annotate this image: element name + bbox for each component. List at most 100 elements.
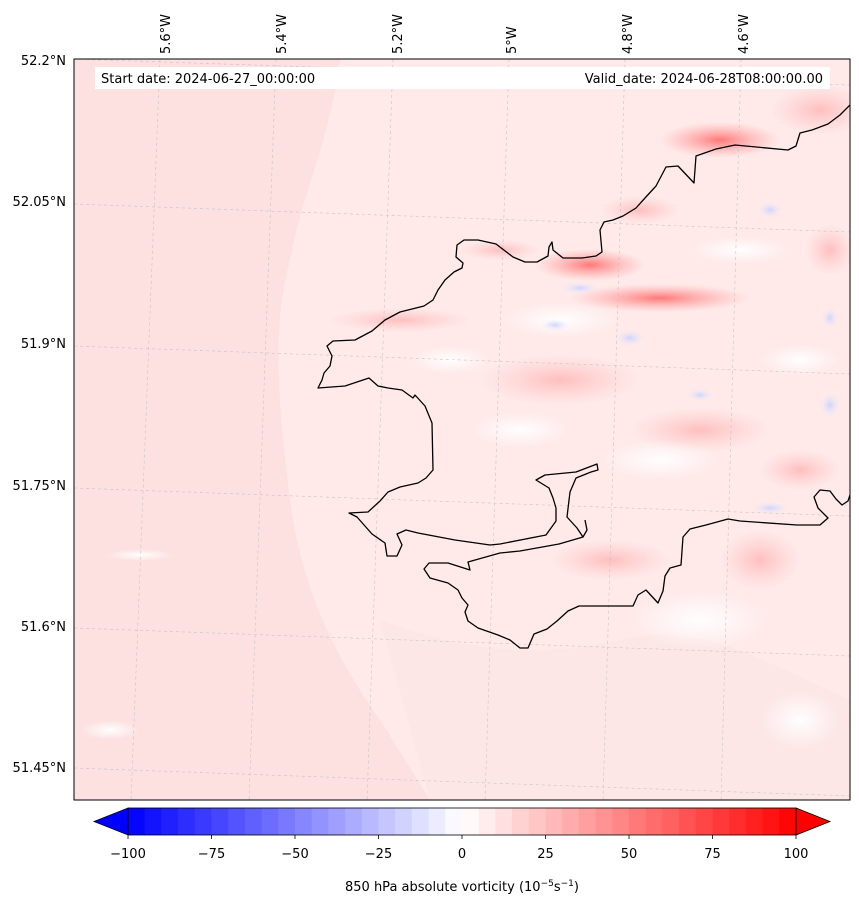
lon-label: 5.6°W bbox=[159, 14, 174, 54]
colorbar-segment bbox=[428, 808, 446, 835]
colorbar-segment bbox=[629, 808, 647, 835]
latitude-labels: 52.2°N 52.05°N 51.9°N 51.75°N 51.6°N 51.… bbox=[13, 54, 66, 776]
colorbar-tick-label: −75 bbox=[198, 847, 225, 862]
map-panel: Start date: 2024-06-27_00:00:00 Valid_da… bbox=[13, 14, 851, 801]
colorbar-segment bbox=[545, 808, 563, 835]
header-box: Start date: 2024-06-27_00:00:00 Valid_da… bbox=[95, 67, 830, 89]
colorbar-segment bbox=[411, 808, 429, 835]
lon-label: 5.2°W bbox=[391, 14, 406, 54]
colorbar-tick-label: −25 bbox=[365, 847, 392, 862]
low-vorticity-area bbox=[470, 412, 570, 448]
low-vorticity-area bbox=[690, 236, 790, 264]
vorticity-field bbox=[74, 59, 850, 800]
colorbar-segment bbox=[712, 808, 730, 835]
negative-vorticity-area bbox=[758, 202, 782, 218]
map-frame bbox=[73, 58, 851, 801]
colorbar-segment bbox=[194, 808, 212, 835]
colorbar-segment bbox=[478, 808, 496, 835]
south-coastline bbox=[423, 489, 850, 649]
low-vorticity-area bbox=[410, 346, 490, 374]
valid-date-label: Valid_date: 2024-06-28T08:00:00.00 bbox=[585, 72, 823, 87]
vorticity-band bbox=[480, 355, 640, 405]
vorticity-band bbox=[330, 308, 470, 332]
vorticity-band bbox=[660, 122, 780, 158]
colorbar-segment bbox=[612, 808, 630, 835]
colorbar-tick-label: 0 bbox=[458, 847, 466, 862]
colorbar-tick-label: −100 bbox=[110, 847, 146, 862]
colorbar-segment bbox=[211, 808, 229, 835]
vorticity-band bbox=[80, 720, 140, 740]
coastline bbox=[317, 104, 850, 649]
negative-vorticity-area bbox=[688, 389, 712, 401]
colorbar-ticks bbox=[127, 835, 797, 839]
colorbar-title-exp1: −5 bbox=[541, 879, 554, 889]
colorbar-segment bbox=[295, 808, 313, 835]
colorbar-segment bbox=[745, 808, 763, 835]
colorbar: −100 −75 −50 −25 0 25 50 75 100 850 hPa … bbox=[92, 807, 832, 895]
colorbar-segment bbox=[278, 808, 296, 835]
colorbar-segment bbox=[679, 808, 697, 835]
negative-vorticity-area bbox=[752, 502, 788, 514]
colorbar-tick-label: −50 bbox=[281, 847, 308, 862]
lon-label: 4.8°W bbox=[621, 14, 636, 54]
vorticity-band bbox=[570, 284, 750, 312]
colorbar-title: 850 hPa absolute vorticity (10−5s−1) bbox=[345, 879, 579, 895]
colorbar-segment bbox=[378, 808, 396, 835]
colorbar-segment bbox=[578, 808, 596, 835]
lon-label: 5.4°W bbox=[275, 14, 290, 54]
colorbar-segment bbox=[512, 808, 530, 835]
colorbar-segment bbox=[228, 808, 246, 835]
negative-vorticity-area bbox=[820, 393, 840, 417]
low-vorticity-area bbox=[630, 590, 770, 650]
lon-label: 5°W bbox=[505, 26, 520, 54]
lon-label: 4.6°W bbox=[737, 14, 752, 54]
colorbar-segment bbox=[178, 808, 196, 835]
colorbar-segment bbox=[311, 808, 329, 835]
colorbar-segment bbox=[328, 808, 346, 835]
colorbar-segment bbox=[261, 808, 279, 835]
vorticity-max-area bbox=[535, 249, 645, 281]
colorbar-title-close: ) bbox=[574, 880, 579, 895]
colorbar-segment bbox=[645, 808, 663, 835]
vorticity-band bbox=[720, 530, 800, 590]
colorbar-tick-label: 100 bbox=[784, 847, 809, 862]
lat-label: 51.6°N bbox=[21, 620, 66, 635]
colorbar-segment bbox=[779, 808, 797, 835]
lat-label: 52.2°N bbox=[21, 54, 66, 69]
west-shaded-area bbox=[74, 59, 430, 800]
colorbar-tick-label: 25 bbox=[537, 847, 554, 862]
colorbar-title-exp2: −1 bbox=[561, 879, 574, 889]
vorticity-band bbox=[760, 450, 840, 490]
north-coastline bbox=[317, 104, 850, 557]
vorticity-band bbox=[105, 549, 175, 561]
lat-label: 51.45°N bbox=[13, 761, 66, 776]
lat-label: 51.9°N bbox=[21, 337, 66, 352]
start-date-label: Start date: 2024-06-27_00:00:00 bbox=[101, 72, 315, 87]
south-shaded-area bbox=[380, 620, 850, 800]
lat-label: 52.05°N bbox=[13, 195, 66, 210]
low-vorticity-area bbox=[760, 344, 840, 376]
colorbar-segment bbox=[462, 808, 480, 835]
colorbar-tick-label: 50 bbox=[621, 847, 638, 862]
longitude-labels: 5.6°W 5.4°W 5.2°W 5°W 4.8°W 4.6°W bbox=[159, 14, 752, 54]
low-vorticity-area bbox=[600, 440, 720, 480]
vorticity-band bbox=[760, 690, 840, 750]
header-background bbox=[95, 67, 830, 89]
colorbar-segment bbox=[762, 808, 780, 835]
colorbar-segment bbox=[361, 808, 379, 835]
colorbar-max-extend bbox=[795, 807, 832, 836]
lat-label: 51.75°N bbox=[13, 479, 66, 494]
colorbar-segment bbox=[528, 808, 546, 835]
colorbar-segment bbox=[161, 808, 179, 835]
vorticity-band bbox=[805, 225, 850, 275]
colorbar-segment bbox=[345, 808, 363, 835]
colorbar-segment bbox=[144, 808, 162, 835]
vorticity-band bbox=[460, 240, 540, 260]
colorbar-segments bbox=[128, 808, 797, 835]
colorbar-tick-labels: −100 −75 −50 −25 0 25 50 75 100 bbox=[110, 847, 808, 862]
negative-vorticity-area bbox=[822, 308, 838, 328]
colorbar-tick-label: 75 bbox=[704, 847, 721, 862]
negative-vorticity-area bbox=[616, 330, 644, 346]
negative-vorticity-area bbox=[541, 319, 569, 331]
colorbar-segment bbox=[128, 808, 146, 835]
